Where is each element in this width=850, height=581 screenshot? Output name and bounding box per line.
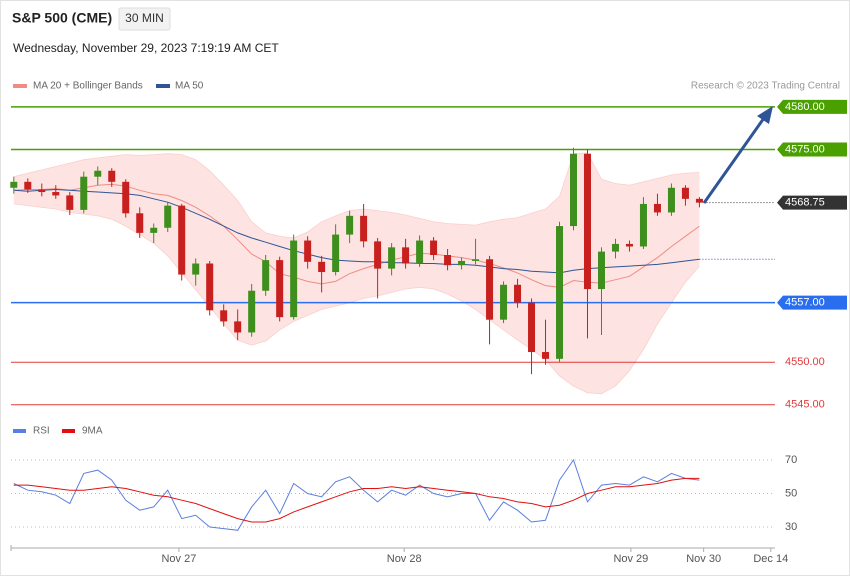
- arrow-head: [757, 106, 773, 124]
- x-tick-label: Nov 28: [387, 553, 422, 565]
- candle-body: [192, 263, 200, 275]
- candle-body: [570, 153, 578, 227]
- x-tick-label: Nov 30: [686, 553, 721, 565]
- candle-body: [234, 321, 242, 333]
- candle-body: [178, 205, 186, 275]
- candle-body: [318, 261, 326, 273]
- candle-body: [66, 195, 74, 210]
- y-tick-label: 70: [785, 454, 797, 466]
- level-label: 4545.00: [785, 399, 825, 411]
- candle-body: [388, 247, 396, 269]
- trend-arrow: [702, 117, 766, 204]
- candle-body: [10, 181, 18, 188]
- candle-body: [472, 259, 480, 261]
- candle-body: [639, 203, 647, 247]
- candle-body: [695, 198, 703, 203]
- instrument-title: S&P 500 (CME): [12, 10, 112, 26]
- candle-body: [332, 234, 340, 273]
- candle-body: [556, 226, 564, 359]
- candle-body: [681, 187, 689, 199]
- candle-body: [416, 240, 424, 264]
- last-price-label: 4568.75: [785, 197, 825, 209]
- candle-body: [486, 259, 494, 320]
- candle-body: [542, 352, 550, 359]
- x-tick-label: Dec 14: [753, 553, 788, 565]
- y-tick-label: 30: [785, 521, 797, 533]
- candle-body: [276, 260, 284, 318]
- candle-body: [444, 255, 452, 266]
- x-tick-label: Nov 29: [613, 553, 648, 565]
- legend-swatch: [156, 84, 170, 88]
- candle-body: [667, 187, 675, 213]
- interval-badge[interactable]: [118, 7, 171, 31]
- candle-body: [290, 240, 298, 318]
- candle-body: [346, 215, 354, 235]
- level-tag: [777, 142, 847, 157]
- level-label: 4550.00: [785, 356, 825, 368]
- legend-swatch: [62, 429, 75, 433]
- bollinger-lower: [13, 203, 700, 395]
- copyright: Research © 2023 Trading Central: [691, 81, 840, 92]
- last-price-tag: [777, 195, 847, 210]
- candle-body: [625, 243, 633, 247]
- candle-body: [52, 192, 60, 196]
- legend-label: 9MA: [82, 426, 103, 437]
- candle-body: [220, 310, 228, 322]
- interval[interactable]: 30 MIN: [125, 11, 164, 25]
- candle-body: [304, 240, 312, 262]
- level-tag: [777, 99, 847, 114]
- legend-swatch: [13, 84, 27, 88]
- plot: MA 20 + Bollinger Bands MA 50 4580.00 4575.…: [10, 81, 847, 565]
- candle-body: [500, 284, 508, 320]
- level-tag: [777, 295, 847, 310]
- candle-body: [374, 241, 382, 269]
- candle-body: [611, 243, 619, 252]
- candle-body: [80, 176, 88, 210]
- candle-body: [108, 170, 116, 182]
- candle-body: [458, 260, 466, 266]
- candle-body: [136, 213, 144, 233]
- bollinger-upper: [13, 152, 700, 239]
- y-tick-label: 50: [785, 487, 797, 499]
- candle-body: [94, 170, 102, 177]
- legend-label: RSI: [33, 426, 50, 437]
- candle-body: [24, 181, 32, 190]
- candle-body: [164, 205, 172, 228]
- candle-body: [430, 240, 438, 255]
- level-label: 4557.00: [785, 297, 825, 309]
- candle-body: [597, 251, 605, 290]
- candle-body: [528, 302, 536, 353]
- legend-label: MA 50: [175, 81, 204, 92]
- legend-swatch: [13, 429, 26, 433]
- rsi-line: [13, 477, 700, 523]
- candle-body: [653, 203, 661, 213]
- level-label: 4580.00: [785, 101, 825, 113]
- candle-body: [38, 189, 46, 193]
- candle-body: [248, 290, 256, 333]
- candle-body: [514, 284, 522, 303]
- candle-body: [360, 215, 368, 242]
- candle-body: [206, 263, 214, 311]
- level-label: 4575.00: [785, 143, 825, 155]
- candle-body: [262, 260, 270, 291]
- candle-body: [122, 181, 130, 214]
- x-tick-label: Nov 27: [161, 553, 196, 565]
- legend-label: MA 20 + Bollinger Bands: [33, 81, 143, 92]
- candle-body: [583, 153, 591, 290]
- timestamp: Wednesday, November 29, 2023 7:19:19 AM …: [13, 41, 279, 55]
- candle-body: [150, 227, 158, 233]
- candle-body: [402, 247, 410, 264]
